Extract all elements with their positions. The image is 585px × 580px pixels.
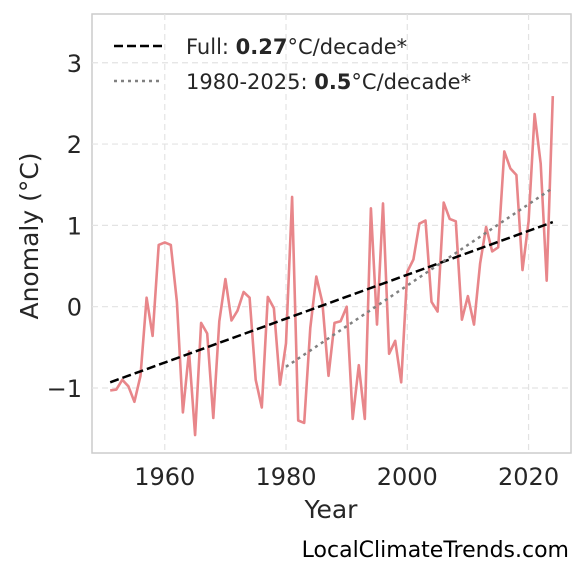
legend: Full: 0.27°C/decade* 1980-2025: 0.5°C/de… xyxy=(114,35,471,94)
x-tick-label: 2020 xyxy=(498,463,559,491)
y-tick-label: 3 xyxy=(67,50,82,78)
legend-value-1980: 0.5 xyxy=(314,70,351,94)
x-axis-label: Year xyxy=(304,495,359,524)
y-axis-label: Anomaly (°C) xyxy=(15,152,44,319)
grid xyxy=(92,14,571,453)
y-tick-label: 1 xyxy=(67,212,82,240)
legend-suffix-1980: °C/decade* xyxy=(351,70,471,94)
trend-line-1980 xyxy=(285,186,554,368)
legend-suffix-full: °C/decade* xyxy=(288,35,408,59)
series-group xyxy=(109,96,555,437)
y-tick-label: 2 xyxy=(67,131,82,159)
legend-value-full: 0.27 xyxy=(236,35,288,59)
plot-area xyxy=(91,13,572,454)
y-tick-label: −1 xyxy=(47,375,82,403)
legend-prefix-full: Full: xyxy=(186,35,236,59)
legend-prefix-1980: 1980-2025: xyxy=(186,70,314,94)
anomaly-line xyxy=(110,96,555,437)
tick-labels: 1960 1980 2000 2020 −1 0 1 2 3 xyxy=(47,50,559,491)
x-tick-label: 1980 xyxy=(255,463,316,491)
x-tick-label: 2000 xyxy=(377,463,438,491)
x-tick-label: 1960 xyxy=(134,463,195,491)
legend-label-1980: 1980-2025: 0.5°C/decade* xyxy=(186,70,471,94)
y-tick-label: 0 xyxy=(67,294,82,322)
trend-line-full xyxy=(109,220,554,384)
legend-label-full: Full: 0.27°C/decade* xyxy=(186,35,407,59)
attribution: LocalClimateTrends.com xyxy=(301,538,569,563)
